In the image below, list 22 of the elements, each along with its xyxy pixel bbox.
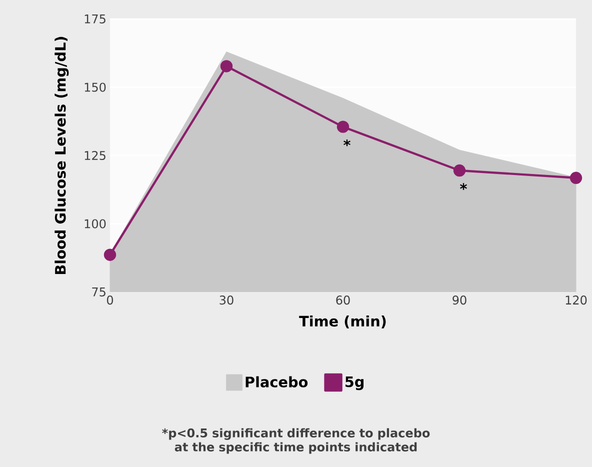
y-tick-label: 175: [84, 14, 106, 24]
x-axis-title: Time (min): [299, 315, 386, 328]
y-tick-label: 125: [84, 150, 106, 160]
x-tick-label: 120: [566, 296, 587, 305]
y-tick-label: 150: [84, 82, 106, 92]
annotation: *: [344, 140, 350, 146]
x-tick-label: 0: [106, 296, 114, 305]
legend-label: 5g: [346, 376, 364, 390]
x-tick-label: 30: [220, 296, 234, 305]
point: [570, 172, 582, 184]
legend-label: Placebo: [246, 376, 308, 388]
x-tick-label: 60: [336, 296, 350, 305]
point: [453, 164, 466, 177]
y-tick-label: 100: [84, 219, 106, 228]
y-tick-label: 75: [92, 288, 106, 296]
y-axis-title: Blood Glucose Levels (mg/dL): [54, 36, 69, 274]
text: *p<0.5 significant difference to placebo at the specific time points indicated: [162, 428, 430, 454]
point: [220, 60, 233, 72]
point: [336, 120, 350, 133]
x-tick-label: 90: [452, 296, 466, 305]
annotation: *: [460, 183, 467, 190]
point: [104, 248, 116, 261]
